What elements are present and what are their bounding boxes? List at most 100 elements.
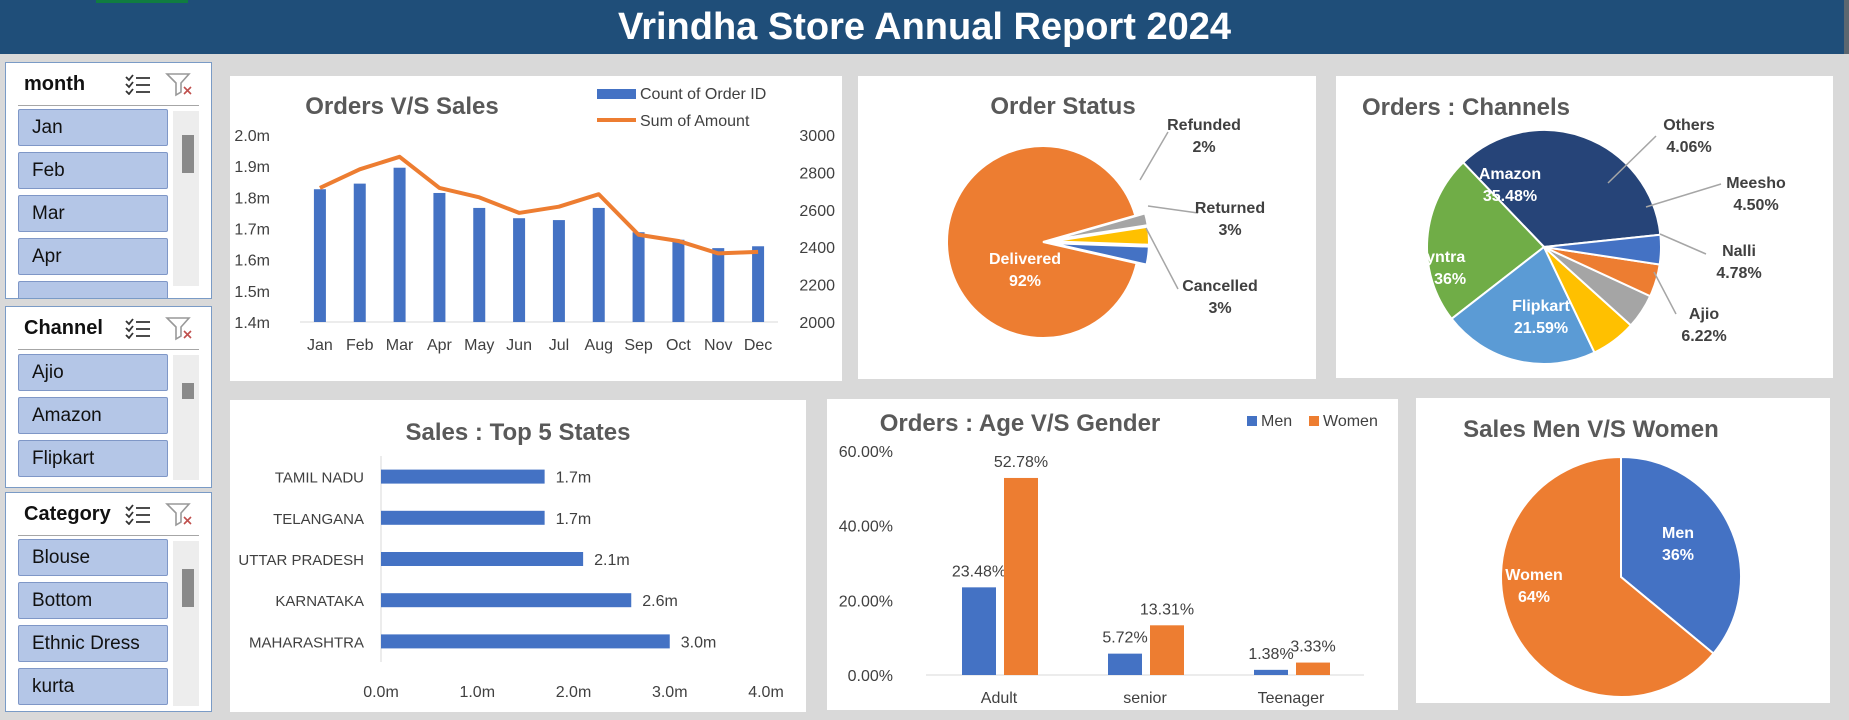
slice-label-women: Women: [1505, 567, 1562, 584]
multi-select-icon[interactable]: [125, 73, 151, 95]
leader-line: [1659, 233, 1707, 255]
slicer-item-apr[interactable]: Apr: [18, 238, 168, 275]
chart-orders-vs-sales[interactable]: Orders V/S Sales 1.4m 1.5m 1.6m 1.7m 1.8m 1.9m…: [230, 76, 842, 381]
chart-order-status[interactable]: Order Status Delivered 92% Refunded 2% Return…: [858, 76, 1316, 379]
bar-count-jan: [313, 189, 326, 322]
bar-women-senior: [1150, 625, 1184, 675]
slice-value-men: 36%: [1662, 547, 1694, 564]
x-tick-label: Jan: [307, 337, 333, 354]
chart-title: Orders : Age V/S Gender: [880, 410, 1161, 437]
slice-label-men: Men: [1662, 525, 1694, 542]
slicer-item-jan[interactable]: Jan: [18, 109, 168, 146]
data-label: 1.7m: [556, 511, 592, 528]
pie-slice-returned: [1052, 225, 1150, 246]
slice-value-myntra: 23.36%: [1412, 271, 1466, 288]
multi-select-icon[interactable]: [125, 503, 151, 525]
x-tick-label: Oct: [666, 337, 691, 354]
data-label: 2.1m: [594, 552, 630, 569]
y-right-tick-label: 2400: [799, 240, 835, 257]
slice-value-flipkart: 21.59%: [1514, 320, 1568, 337]
slicer-month-header: month: [18, 63, 199, 106]
slice-label-flipkart: Flipkart: [1512, 298, 1570, 315]
y-tick-label: 60.00%: [839, 444, 893, 461]
clear-filter-icon[interactable]: [165, 71, 193, 97]
pie-slice-men: [1620, 455, 1742, 655]
leader-line: [1147, 205, 1199, 214]
multi-select-icon[interactable]: [125, 317, 151, 339]
chart-title: Orders : Channels: [1362, 94, 1570, 121]
scroll-thumb[interactable]: [182, 135, 194, 173]
slice-value-delivered: 92%: [1009, 273, 1041, 290]
slicer-item-ajio[interactable]: Ajio: [18, 354, 168, 391]
bar-count-apr: [433, 192, 446, 322]
legend-label-amount: Sum of Amount: [640, 113, 750, 130]
y-left-tick-label: 1.7m: [234, 222, 270, 239]
slicer-category[interactable]: Category Blouse Bottom Ethnic Dress kurt…: [5, 492, 212, 712]
slicer-month-title: month: [24, 73, 86, 95]
y-tick-label: 40.00%: [839, 519, 893, 536]
leader-line: [1145, 227, 1179, 290]
slice-label-amazon: Amazon: [1479, 166, 1541, 183]
slicer-month-scrollbar[interactable]: [173, 111, 199, 286]
slicer-month[interactable]: month Jan Feb Mar Apr: [5, 62, 212, 299]
age-gender-svg: Orders : Age V/S Gender 0.00% 20.00% 40.00%…: [839, 410, 1378, 707]
scroll-thumb[interactable]: [182, 383, 194, 399]
pie-slice-flipkart: [1450, 245, 1596, 365]
chart-sales-gender[interactable]: Sales Men V/S Women Men 36% Women 64%: [1416, 398, 1830, 703]
slicer-item-amazon[interactable]: Amazon: [18, 397, 168, 434]
slicer-item-blouse[interactable]: Blouse: [18, 539, 168, 576]
y-right-tick-label: 2200: [799, 278, 835, 295]
slicer-item-kurta[interactable]: kurta: [18, 668, 168, 705]
slice-value-ajio: 6.22%: [1681, 328, 1726, 345]
x-tick-label: Adult: [981, 690, 1018, 707]
clear-filter-icon[interactable]: [165, 315, 193, 341]
x-tick-label: Mar: [386, 337, 414, 354]
clear-filter-icon[interactable]: [165, 501, 193, 527]
slicer-channel-scrollbar[interactable]: [173, 355, 199, 480]
slicer-item-feb[interactable]: Feb: [18, 152, 168, 189]
x-tick-label: 1.0m: [459, 684, 495, 701]
y-left-tick-label: 1.8m: [234, 190, 270, 207]
bar-karnataka: [381, 593, 632, 608]
bar-count-jul: [552, 220, 565, 322]
legend-swatch-women: [1309, 416, 1319, 426]
x-tick-label: Sep: [624, 337, 653, 354]
top5-states-svg: Sales : Top 5 States TAMIL NADU 1.7m TELANG…: [238, 419, 783, 701]
chart-top5-states[interactable]: Sales : Top 5 States TAMIL NADU 1.7m TELANG…: [230, 400, 806, 712]
bar-count-nov: [712, 248, 725, 322]
bar-women-adult: [1004, 477, 1038, 675]
data-label: 2.6m: [642, 593, 678, 610]
legend-label-count: Count of Order ID: [640, 86, 766, 103]
slice-label-myntra: Myntra: [1413, 249, 1466, 266]
x-tick-label: May: [464, 337, 494, 354]
legend-label-women: Women: [1323, 413, 1378, 430]
leader-line: [1607, 135, 1657, 184]
slicer-channel-header: Channel: [18, 307, 199, 350]
bar-uttar-pradesh: [381, 552, 584, 566]
slicer-category-header: Category: [18, 493, 199, 536]
scroll-thumb[interactable]: [182, 569, 194, 607]
orders-channels-svg: Orders : Channels Amazon 35.48% Myntra 23.36…: [1362, 94, 1786, 365]
y-left-tick-label: 1.9m: [234, 159, 270, 176]
legend-label-men: Men: [1261, 413, 1292, 430]
slicer-channel[interactable]: Channel Ajio Amazon Flipkart: [5, 306, 212, 488]
category-label: MAHARASHTRA: [249, 634, 364, 651]
slice-label-meesho: Meesho: [1726, 175, 1786, 192]
x-tick-label: Teenager: [1258, 690, 1325, 707]
chart-age-gender[interactable]: Orders : Age V/S Gender 0.00% 20.00% 40.00%…: [827, 399, 1398, 710]
report-title: Vrindha Store Annual Report 2024: [617, 5, 1232, 48]
slicer-item-ethnic-dress[interactable]: Ethnic Dress: [18, 625, 168, 662]
slicer-category-scrollbar[interactable]: [173, 541, 199, 706]
leader-line: [1645, 183, 1722, 208]
slicer-item-flipkart[interactable]: Flipkart: [18, 440, 168, 477]
pie-slice-refunded: [1052, 212, 1149, 241]
slicer-item-bottom[interactable]: Bottom: [18, 582, 168, 619]
bar-count-sep: [632, 232, 645, 322]
category-label: TAMIL NADU: [275, 470, 364, 487]
slicer-item-mar[interactable]: Mar: [18, 195, 168, 232]
slicer-item-partial[interactable]: [18, 281, 168, 298]
chart-orders-channels[interactable]: Orders : Channels Amazon 35.48% Myntra 23.36…: [1336, 76, 1833, 378]
bar-count-oct: [672, 239, 685, 322]
pie-slice-delivered: [946, 145, 1138, 339]
slice-value-refunded: 2%: [1192, 139, 1215, 156]
